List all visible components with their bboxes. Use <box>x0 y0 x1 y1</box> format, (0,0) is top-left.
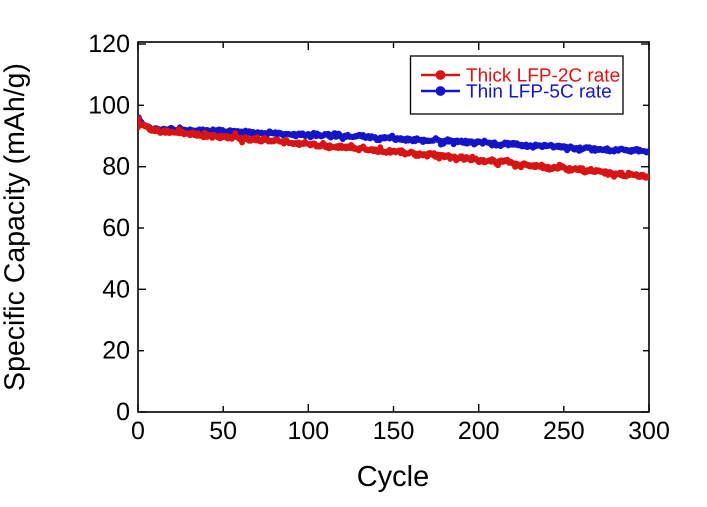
svg-text:50: 50 <box>209 417 237 445</box>
svg-text:Thin LFP-5C rate: Thin LFP-5C rate <box>466 82 612 103</box>
svg-text:60: 60 <box>102 214 130 242</box>
svg-text:0: 0 <box>116 398 130 426</box>
svg-text:250: 250 <box>543 417 585 445</box>
svg-text:80: 80 <box>102 153 130 181</box>
svg-text:200: 200 <box>458 417 500 445</box>
svg-text:150: 150 <box>373 417 415 445</box>
svg-text:300: 300 <box>628 417 670 445</box>
svg-text:20: 20 <box>102 337 130 365</box>
svg-text:100: 100 <box>88 91 130 119</box>
svg-text:120: 120 <box>88 30 130 58</box>
svg-text:Specific Capacity (mAh/g): Specific Capacity (mAh/g) <box>0 63 31 391</box>
svg-text:100: 100 <box>287 417 329 445</box>
svg-text:40: 40 <box>102 275 130 303</box>
svg-text:0: 0 <box>131 417 145 445</box>
svg-text:Cycle: Cycle <box>357 461 430 493</box>
